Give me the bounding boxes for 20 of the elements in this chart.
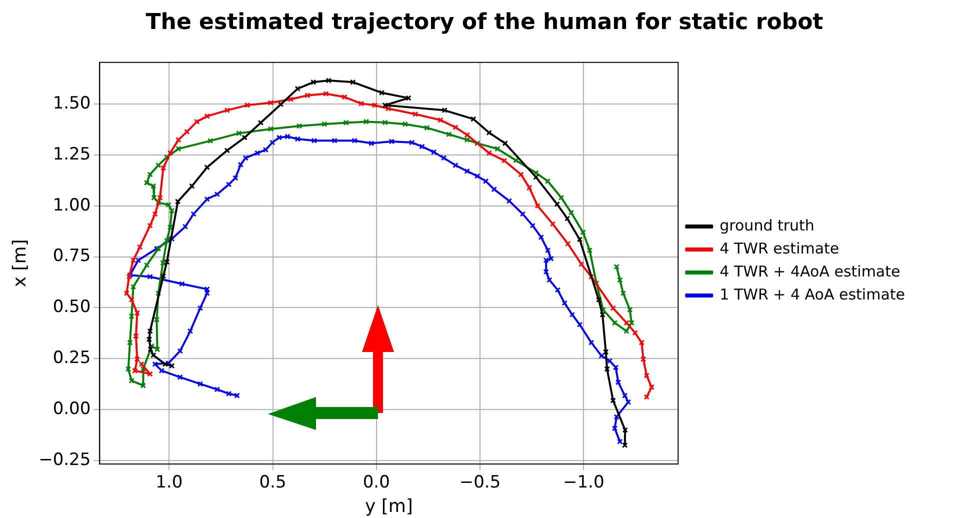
- y-tick-label: 0.25: [52, 348, 91, 368]
- legend-label: ground truth: [720, 216, 814, 234]
- y-axis-title: x [m]: [9, 239, 30, 288]
- x-axis-title: y [m]: [364, 496, 413, 517]
- chart-title: The estimated trajectory of the human for static robot: [146, 10, 824, 35]
- y-tick-label: 1.00: [52, 195, 91, 216]
- y-tick-label: 0.75: [52, 246, 91, 266]
- x-tick-label: −0.5: [459, 472, 501, 493]
- x-tick-label: 1.0: [156, 472, 183, 493]
- legend-label: 4 TWR + 4AoA estimate: [720, 262, 900, 280]
- y-tick-label: 0.50: [52, 297, 91, 318]
- x-tick-label: 0.5: [259, 472, 286, 493]
- x-tick-label: −1.0: [562, 472, 604, 493]
- y-tick-label: 1.50: [52, 93, 91, 114]
- legend-label: 4 TWR estimate: [720, 239, 840, 258]
- y-tick-label: 0.00: [52, 399, 91, 420]
- y-tick-label: 1.25: [52, 144, 91, 164]
- y-tick-label: −0.25: [38, 450, 91, 470]
- legend-label: 1 TWR + 4 AoA estimate: [720, 285, 906, 304]
- x-tick-label: 0.0: [362, 472, 390, 493]
